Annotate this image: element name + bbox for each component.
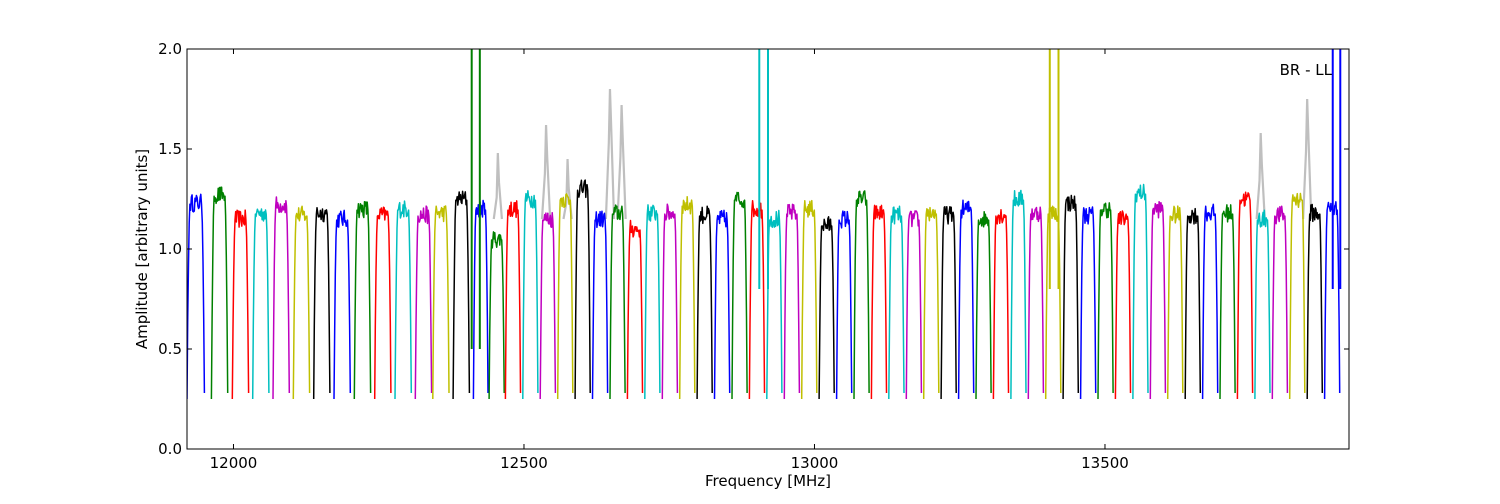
y-tick-label: 1.0 <box>158 240 182 258</box>
channel-line-7 <box>333 209 352 400</box>
channel-line-43 <box>975 210 992 400</box>
background-peak-5 <box>1255 132 1266 220</box>
channel-line-44 <box>992 209 1010 400</box>
plot-area <box>187 49 1342 400</box>
channel-line-32 <box>783 203 801 400</box>
channel-line-30 <box>748 199 766 400</box>
x-tick-label: 12500 <box>500 454 548 472</box>
channel-line-35 <box>835 210 853 400</box>
x-tick-label: 13500 <box>1081 454 1129 472</box>
channel-line-54 <box>1166 205 1184 400</box>
channel-line-36 <box>853 190 870 400</box>
channel-line-17 <box>522 190 539 400</box>
channel-line-15 <box>488 231 505 400</box>
y-tick-label: 0.0 <box>158 440 182 458</box>
channel-line-51 <box>1114 210 1132 400</box>
y-tick-label: 2.0 <box>158 40 182 58</box>
channel-line-42 <box>957 199 975 400</box>
chart-annotation: BR - LL <box>1280 61 1333 79</box>
channel-line-29 <box>731 191 748 400</box>
channel-line-62 <box>1306 203 1324 400</box>
channel-line-18 <box>539 211 557 400</box>
background-peak-6 <box>1302 98 1313 220</box>
channel-line-40 <box>922 206 940 400</box>
channel-line-33 <box>800 199 818 400</box>
channel-line-10 <box>394 200 413 400</box>
channel-line-26 <box>678 195 696 400</box>
y-tick-label: 1.5 <box>158 140 182 158</box>
channel-line-50 <box>1097 202 1114 400</box>
channel-line-48 <box>1062 194 1080 400</box>
channel-line-1 <box>210 186 229 400</box>
channel-line-61 <box>1288 192 1306 400</box>
channel-line-52 <box>1132 183 1149 400</box>
channel-line-12 <box>432 205 450 400</box>
channel-line-41 <box>940 205 957 400</box>
channel-line-24 <box>644 204 661 400</box>
channel-line-39 <box>905 210 923 400</box>
channel-line-45 <box>1010 189 1027 400</box>
background-peak-2 <box>562 158 573 220</box>
channel-line-28 <box>713 209 731 400</box>
channel-line-11 <box>414 205 433 400</box>
channel-line-57 <box>1219 204 1236 400</box>
channel-line-23 <box>626 219 644 400</box>
channel-line-55 <box>1184 207 1202 400</box>
channel-line-56 <box>1201 203 1219 400</box>
x-tick-label: 12000 <box>210 454 258 472</box>
channel-line-3 <box>251 208 270 400</box>
channel-line-25 <box>661 203 679 400</box>
channel-line-5 <box>292 205 311 400</box>
channel-line-6 <box>312 207 331 400</box>
channel-line-21 <box>591 210 609 400</box>
channel-line-9 <box>373 206 392 400</box>
channel-line-4 <box>272 196 291 400</box>
y-tick-label: 0.5 <box>158 340 182 358</box>
channel-line-58 <box>1236 191 1254 400</box>
channel-line-8 <box>353 201 372 400</box>
background-peak-4 <box>616 104 627 220</box>
channel-line-31 <box>766 209 783 400</box>
channel-line-38 <box>888 205 905 400</box>
channel-line-37 <box>870 204 888 400</box>
channel-line-59 <box>1254 209 1271 400</box>
x-axis-label: Frequency [MHz] <box>705 472 831 490</box>
channel-line-22 <box>609 204 626 400</box>
y-axis-label: Amplitude [arbitrary units] <box>133 149 151 349</box>
channel-line-53 <box>1149 200 1167 400</box>
axes: 12000 12500 13000 13500 0.0 0.5 1.0 1.5 2.0 <box>158 40 1350 472</box>
x-tick-label: 13000 <box>791 454 839 472</box>
channel-line-60 <box>1271 205 1289 400</box>
channel-line-0 <box>187 193 206 400</box>
channel-line-2 <box>231 209 250 400</box>
channel-line-16 <box>504 200 522 400</box>
background-peak-1 <box>540 124 552 220</box>
channel-line-49 <box>1079 206 1097 400</box>
background-peak-0 <box>492 152 503 220</box>
channel-line-34 <box>818 216 835 400</box>
channel-line-13 <box>452 190 471 400</box>
channel-line-27 <box>696 205 713 400</box>
background-peak-3 <box>604 88 616 220</box>
channel-line-20 <box>574 179 591 400</box>
channel-line-19 <box>556 193 574 400</box>
channel-line-46 <box>1027 206 1045 400</box>
